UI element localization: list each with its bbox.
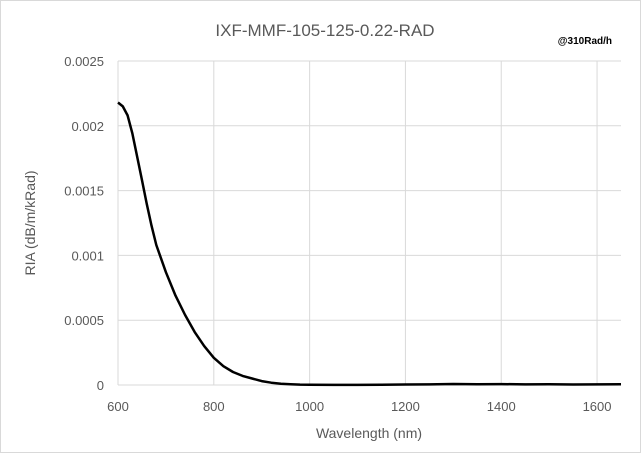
chart-annotation: @310Rad/h — [558, 36, 612, 47]
x-tick-label: 1600 — [583, 399, 612, 414]
y-tick-label: 0.0005 — [64, 313, 104, 328]
chart-title: IXF-MMF-105-125-0.22-RAD — [215, 21, 434, 40]
series-layer — [117, 101, 622, 387]
x-tick-label: 600 — [107, 399, 129, 414]
y-tick-label: 0.0025 — [64, 54, 104, 69]
x-tick-label: 1400 — [487, 399, 516, 414]
y-tick-label: 0.0015 — [64, 184, 104, 199]
x-axis-title: Wavelength (nm) — [316, 425, 422, 441]
x-tick-label: 1000 — [295, 399, 324, 414]
y-tick-label: 0 — [97, 378, 104, 393]
y-tick-label: 0.001 — [71, 248, 104, 263]
tick-labels: 0 0.0005 0.001 0.0015 0.002 0.0025 600 800 1000 1… — [64, 54, 611, 414]
x-tick-label: 1200 — [391, 399, 420, 414]
series-line — [117, 101, 622, 387]
x-tick-label: 800 — [203, 399, 225, 414]
y-axis-title: RIA (dB/m/kRad) — [22, 170, 38, 275]
y-tick-label: 0.002 — [71, 119, 104, 134]
